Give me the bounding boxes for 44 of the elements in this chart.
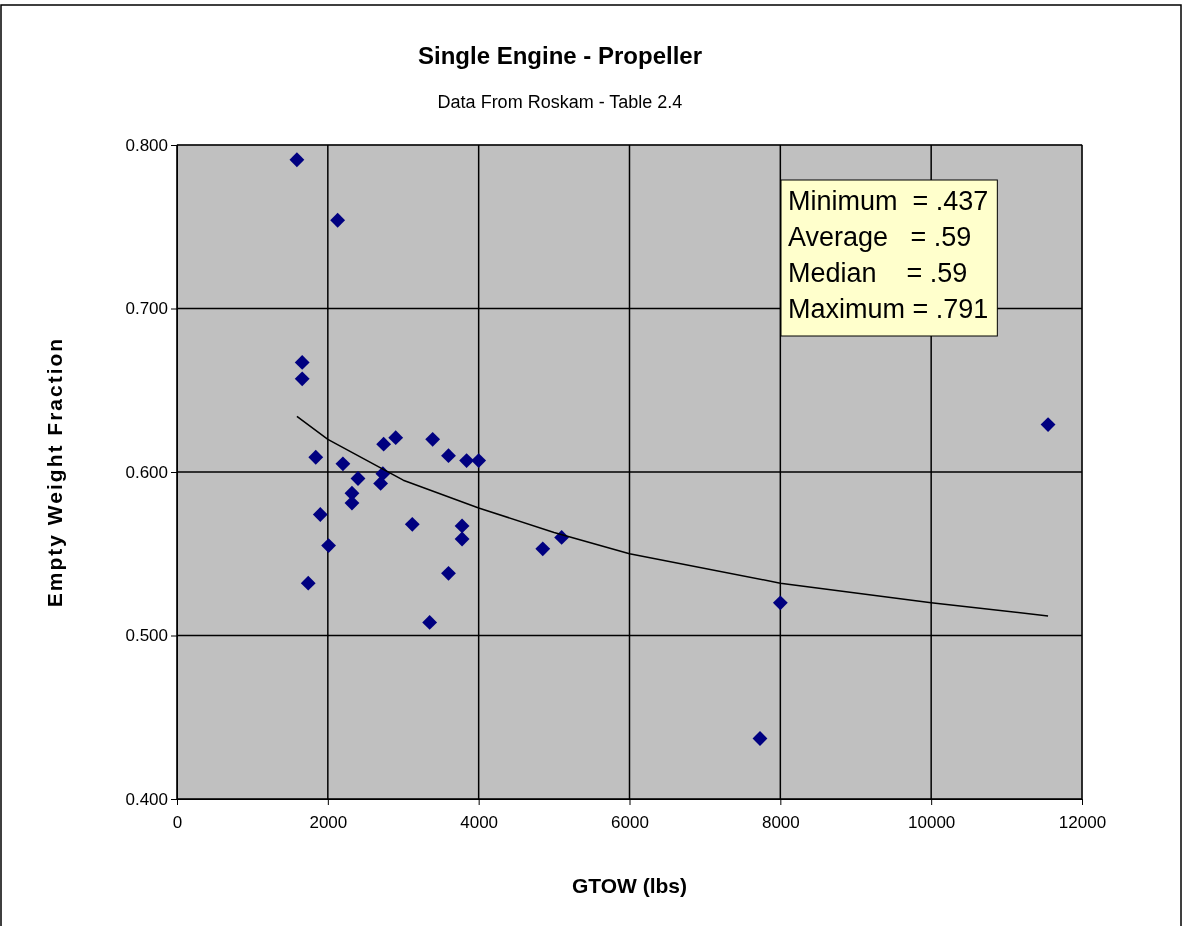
point (308, 449, 324, 465)
y-axis-title: Empty Weight Fraction (43, 336, 66, 608)
point (300, 575, 316, 591)
x-tick-label: 4000 (460, 813, 499, 833)
point (425, 431, 441, 447)
point (335, 456, 351, 472)
y-tick-label: 0.800 (125, 135, 168, 155)
annotation: Maximum = .791 (788, 294, 989, 324)
chart-subtitle: Data From Roskam - Table 2.4 (437, 92, 683, 112)
annotation: Minimum = .437 (788, 186, 989, 216)
chart-title: Single Engine - Propeller (417, 42, 703, 69)
point (330, 212, 346, 228)
x-tick-label: 6000 (611, 813, 649, 833)
point (376, 436, 392, 452)
point (441, 565, 456, 581)
point (441, 448, 456, 464)
x-tick-label: 2000 (309, 813, 348, 833)
x-tick-label: 10000 (908, 813, 956, 833)
point (373, 476, 389, 491)
y-tick-label: 0.700 (125, 299, 168, 319)
x-tick-label: 8000 (761, 813, 800, 833)
point (289, 152, 305, 168)
point (404, 516, 420, 532)
point (321, 538, 336, 553)
point (312, 507, 328, 522)
point (454, 518, 470, 534)
point (454, 531, 470, 547)
y-tick-label: 0.400 (125, 789, 168, 809)
point (471, 453, 487, 468)
y-tick-label: 0.500 (125, 626, 168, 646)
x-tick-label: 12000 (1058, 813, 1107, 833)
y-tick-label: 0.600 (125, 462, 168, 482)
annotation: Median = .59 (788, 258, 968, 288)
point (294, 371, 310, 387)
point (388, 430, 404, 446)
point (294, 355, 310, 370)
x-tick-label: 0 (172, 813, 183, 833)
point (1040, 417, 1056, 432)
x-axis-title: GTOW (lbs) (571, 874, 688, 897)
point (459, 453, 475, 468)
point (422, 615, 438, 630)
point (535, 541, 551, 557)
point (772, 595, 788, 611)
annotation: Average = .59 (788, 222, 972, 252)
